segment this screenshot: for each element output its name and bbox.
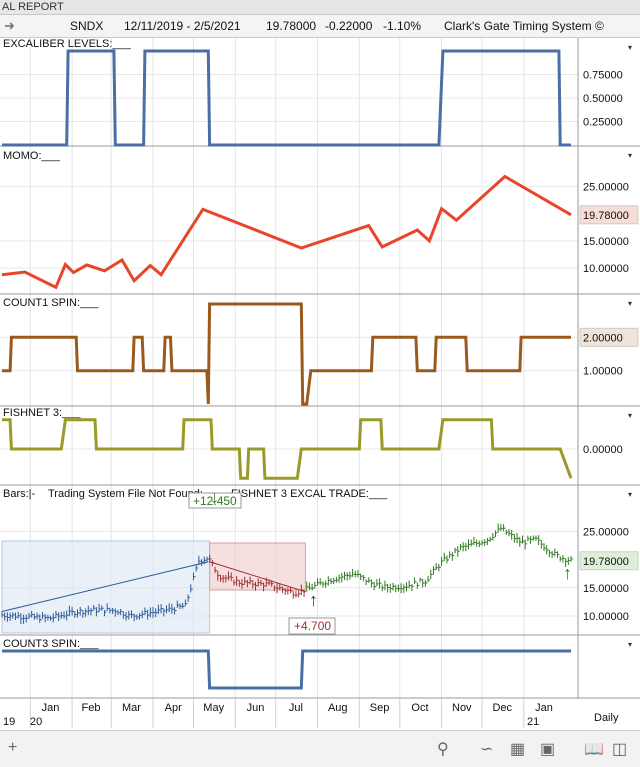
trade-trend-line-blue [1,561,209,613]
trade-trend-line-red [209,561,306,593]
x-tick-label: Feb [82,702,101,714]
series-line [2,649,571,690]
pane-title: COUNT3 SPIN:___ [3,638,99,650]
pane-title: MOMO:___ [3,150,61,162]
x-year-label: 20 [30,716,42,728]
x-tick-label: Jan [42,702,60,714]
y-tick-label: 25.00000 [583,181,629,193]
last-value-box [579,327,639,347]
sidebar-icon[interactable]: ◫ [612,741,628,758]
last-price: 19.78000 [266,19,317,33]
x-tick-label: Jun [247,702,265,714]
window-titlebar: AL REPORT [0,0,640,15]
chart-canvas[interactable]: EXCALIBER LEVELS:___ 0.75000 0.50000 0.2500… [0,38,640,730]
last-value-label: 19.78000 [583,556,629,568]
x-tick-label: May [203,702,224,714]
x-year-label: 21 [527,716,539,728]
pane-title: FISHNET 3:___ [3,407,81,419]
price-change-percent: -1.10% [383,19,422,33]
quote-header: ➜ SNDX 12/11/2019 - 2/5/2021 19.78000 -0… [0,15,640,38]
down-arrow-icon: ↓ [210,487,219,507]
book-icon[interactable]: 📖 [584,741,604,758]
y-tick-label: 0.50000 [583,93,623,105]
price-change: -0.22000 [325,19,373,33]
line-chart-icon[interactable]: ∽ [480,741,494,758]
trade-gain-label: +12.450 [193,494,237,508]
last-value-label: 2.00000 [583,332,623,344]
trade-label-box [188,492,242,509]
y-tick-label: 10.00000 [583,263,629,275]
system-name: Clark's Gate Timing System © [444,19,604,33]
window-icon[interactable]: ▣ [540,741,556,758]
forward-arrow-icon[interactable]: ➜ [4,18,15,33]
last-value-box [579,551,639,571]
pane-menu-icon: ▾ [628,490,632,499]
price-bars [1,523,573,625]
y-tick-label: 0.75000 [583,70,623,82]
x-tick-label: Sep [370,702,390,714]
up-arrow-icon: ↑ [309,590,318,610]
grid-icon[interactable]: ▦ [510,741,526,758]
x-year-label: 19 [3,716,15,728]
series-line [2,302,571,406]
x-tick-label: Mar [122,702,141,714]
symbol-label[interactable]: SNDX [70,19,104,33]
annotation-text: FISHNET 3 EXCAL TRADE:___ [231,488,388,500]
x-tick-label: Jan [535,702,553,714]
pane-menu-icon: ▾ [628,411,632,420]
date-range: 12/11/2019 - 2/5/2021 [124,19,241,33]
x-tick-label: Dec [492,702,512,714]
y-tick-label: 25.00000 [583,526,629,538]
x-tick-label: Aug [328,702,348,714]
y-tick-label: 10.00000 [583,611,629,623]
last-value-label: 19.78000 [583,210,629,222]
pane-title: Bars:|- [3,488,36,500]
trade-gain-label: +4.700 [294,619,331,633]
series-line [2,49,571,147]
x-tick-label: Apr [165,702,182,714]
y-tick-label: 1.00000 [583,366,623,378]
pane-title: EXCALIBER LEVELS:___ [3,38,132,50]
series-line [1,174,572,290]
series-line [2,418,573,480]
annotation-text: Trading System File Not Found:___ [48,488,222,500]
pane-menu-icon: ▾ [628,43,632,52]
x-axis-background [0,699,640,730]
up-arrow-icon: ↑ [563,563,572,583]
pane-menu-icon: ▾ [628,151,632,160]
last-value-box [579,205,639,225]
period-label: Daily [594,712,619,724]
pane-title: COUNT1 SPIN:___ [3,297,99,309]
window-title: AL REPORT [2,1,64,13]
y-tick-label: 15.00000 [583,583,629,595]
bottom-toolbar: + ⚲ ∽ ▦ ▣ 📖 ◫ [0,730,640,767]
pane-menu-icon: ▾ [628,299,632,308]
pane-menu-icon: ▾ [628,640,632,649]
y-tick-label: 0.25000 [583,117,623,129]
x-tick-label: Oct [411,702,428,714]
add-icon[interactable]: + [8,739,18,756]
search-icon[interactable]: ⚲ [437,741,449,758]
y-tick-label: 0.00000 [583,444,623,456]
x-tick-label: Jul [289,702,303,714]
y-tick-label: 15.00000 [583,236,629,248]
x-tick-label: Nov [452,702,472,714]
trade-label-box [288,617,336,635]
